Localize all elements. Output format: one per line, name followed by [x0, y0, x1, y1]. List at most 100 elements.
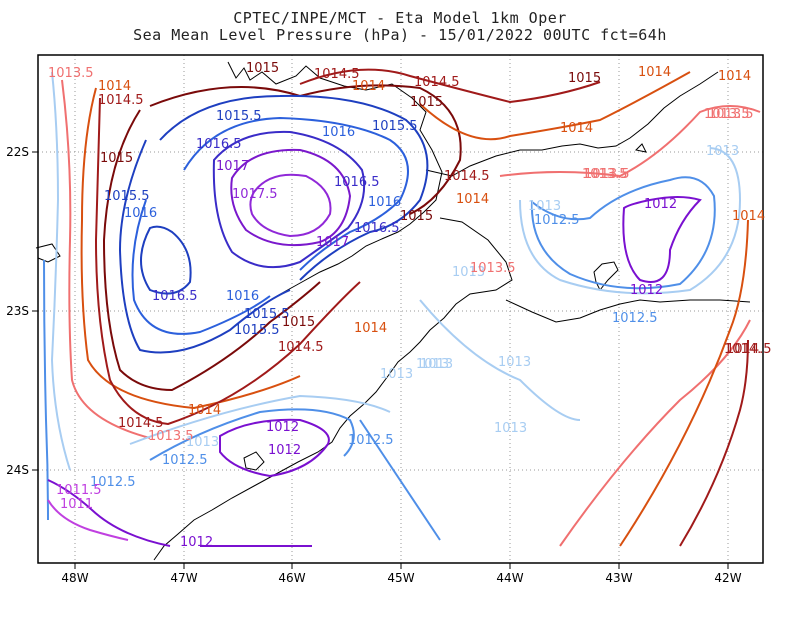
isobar-1017_5 — [249, 173, 332, 238]
contour-label-1015_5: 1015.5 — [216, 109, 262, 124]
x-tick-label: 44W — [496, 571, 523, 585]
contour-label-1014_5: 1014.5 — [444, 169, 490, 184]
contour-label-1014: 1014 — [560, 121, 593, 136]
contour-label-1013_5: 1013.5 — [584, 167, 630, 182]
contour-label-1013_5: 1013.5 — [470, 261, 516, 276]
contour-label-1014: 1014 — [98, 79, 131, 94]
isobar-1013_5 — [61, 79, 151, 439]
x-tick-label: 45W — [387, 571, 414, 585]
contour-label-1016_5: 1016.5 — [152, 289, 198, 304]
isobar-1016_5-centre — [212, 130, 366, 269]
isobar-1013 — [50, 71, 71, 471]
isobar-1012-east — [622, 196, 702, 283]
contour-label-1012: 1012 — [644, 197, 677, 212]
contour-label-1013_5: 1013.5 — [708, 107, 754, 122]
contour-label-1016: 1016 — [322, 125, 355, 140]
contour-label-1013: 1013 — [494, 421, 527, 436]
isobar-1012_5 — [43, 259, 49, 521]
isobar-1016-north — [183, 116, 409, 271]
map-title-line1: CPTEC/INPE/MCT - Eta Model 1km Oper — [233, 9, 567, 27]
isobar-1012-southwest — [47, 479, 312, 547]
contour-label-1016: 1016 — [124, 206, 157, 221]
x-axis-labels: 48W 47W 46W 45W 44W 43W 42W — [61, 571, 741, 585]
contour-label-1014_5: 1014.5 — [98, 93, 144, 108]
isobar-1012_5-south — [149, 408, 355, 461]
contour-label-1014_5: 1014.5 — [314, 67, 360, 82]
contour-label-1016_5: 1016.5 — [196, 137, 242, 152]
y-tick-label: 22S — [6, 145, 29, 159]
contour-label-1013: 1013 — [420, 357, 453, 372]
contour-label-1012_5: 1012.5 — [534, 213, 580, 228]
contour-label-1015: 1015 — [246, 61, 279, 76]
contour-label-1015: 1015 — [568, 71, 601, 86]
isobar-1012_5-southeast — [359, 419, 441, 541]
isobar-1014 — [80, 87, 301, 410]
contour-label-1016_5: 1016.5 — [334, 175, 380, 190]
contour-label-1013: 1013 — [186, 435, 219, 450]
isobar-1015-north — [149, 84, 462, 215]
contour-label-1013: 1013 — [380, 367, 413, 382]
contour-label-1014: 1014 — [718, 69, 751, 84]
contour-label-1011_5: 1011 — [60, 497, 93, 512]
x-tick-label: 47W — [170, 571, 197, 585]
x-tick-label: 42W — [714, 571, 741, 585]
x-tick-label: 46W — [278, 571, 305, 585]
isobar-1014_5 — [94, 97, 361, 426]
contour-label-1013_5: 1013.5 — [582, 167, 628, 182]
isobar-1013_5-southeast — [559, 319, 751, 547]
contour-label-1017: 1017 — [316, 235, 349, 250]
contour-label-1013: 1013 — [498, 355, 531, 370]
contour-label-1012_5: 1012.5 — [612, 311, 658, 326]
isobar-1017 — [230, 148, 352, 247]
contour-label-1012_5: 1012.5 — [348, 433, 394, 448]
contour-label-1013: 1013 — [528, 199, 561, 214]
isobar-1016_5-west — [140, 225, 192, 295]
contour-label-1014: 1014 — [354, 321, 387, 336]
contour-label-1017: 1017 — [216, 159, 249, 174]
contour-label-1017_5: 1017.5 — [232, 187, 278, 202]
contour-label-1012: 1012 — [268, 443, 301, 458]
contour-label-1014: 1014 — [638, 65, 671, 80]
isobar-1012_5-east — [530, 176, 716, 290]
contour-label-1014_5: 1014.5 — [118, 416, 164, 431]
contour-label-1016: 1016 — [226, 289, 259, 304]
contour-label-1011_5: 1011.5 — [56, 483, 102, 498]
isobar-1015_5-west — [118, 139, 291, 354]
contour-label-1014: 1014 — [456, 192, 489, 207]
contour-label-1015_5: 1015.5 — [244, 307, 290, 322]
contour-label-1012: 1012 — [266, 420, 299, 435]
isobar-1015-west — [102, 109, 321, 392]
contour-label-1012: 1012 — [630, 283, 663, 298]
y-axis-labels: 22S 23S 24S — [6, 145, 29, 477]
contour-label-1013: 1013 — [706, 144, 739, 159]
isobar-1013-east — [519, 147, 742, 295]
contour-label-1015_5: 1015.5 — [104, 189, 150, 204]
contour-label-1015: 1015 — [282, 315, 315, 330]
isobar-1014-southeast — [619, 219, 749, 547]
contour-label-1016_5: 1016.5 — [354, 221, 400, 236]
contour-label-1014_5: 1014.5 — [726, 342, 772, 357]
isobar-1014-north — [419, 71, 691, 141]
isobar-1012-south — [219, 418, 330, 478]
graticule — [38, 55, 763, 563]
map-title-line2: Sea Mean Level Pressure (hPa) - 15/01/20… — [133, 26, 667, 44]
isobar-1014_5-southeast — [679, 339, 749, 547]
contour-label-1014: 1014 — [732, 209, 765, 224]
contour-label-1014: 1014 — [352, 79, 385, 94]
isobar-1013_5-north — [499, 105, 761, 178]
isobar-1013-southeast — [419, 299, 581, 421]
isobar-1014_5-north — [299, 68, 601, 104]
contour-label-1013_5: 1013.5 — [704, 107, 750, 122]
contour-label-1014_5: 1014.5 — [278, 340, 324, 355]
isobar-1015_5-north — [159, 94, 429, 281]
contour-label-1016: 1016 — [368, 195, 401, 210]
contour-label-1015_5: 1015.5 — [372, 119, 418, 134]
x-tick-label: 43W — [605, 571, 632, 585]
contour-label-1013: 1013 — [416, 357, 449, 372]
contour-label-1015_5: 1015.5 — [234, 323, 280, 338]
isobars — [43, 68, 761, 547]
x-tick-label: 48W — [61, 571, 88, 585]
contour-label-1012: 1012 — [180, 535, 213, 550]
